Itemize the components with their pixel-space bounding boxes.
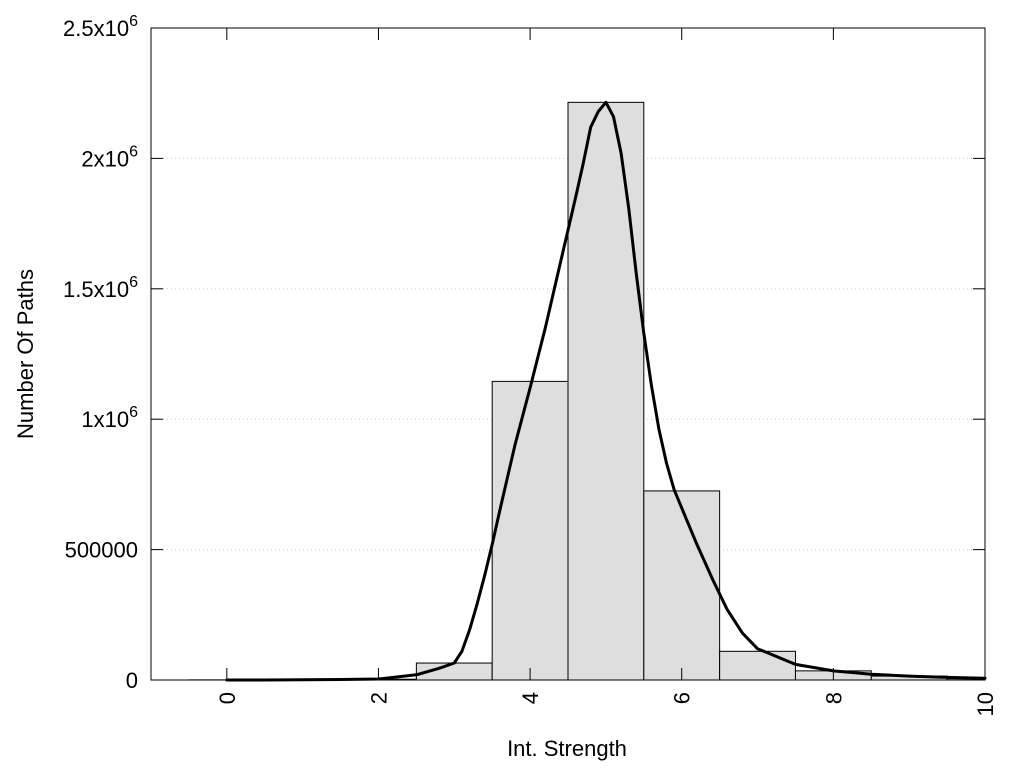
x-tick-label-5: 10 xyxy=(973,692,998,716)
axis-ticks xyxy=(151,27,986,681)
x-tick-label-1: 2 xyxy=(366,692,391,704)
y-tick-label-base: 2x10 xyxy=(81,146,129,171)
x-axis-title: Int. Strength xyxy=(507,736,627,761)
x-tick-label-2: 4 xyxy=(518,692,543,704)
bar-series xyxy=(188,101,986,681)
y-tick-label-3: 1.5x106 xyxy=(63,274,138,302)
fit-curve-series xyxy=(225,100,987,682)
y-tick-label-exponent: 6 xyxy=(129,274,138,291)
bar-7 xyxy=(719,650,796,681)
y-tick-label-base: 1.5x10 xyxy=(63,277,129,302)
y-tick-label-2: 1x106 xyxy=(81,404,138,432)
y-tick-label-5: 2.5x106 xyxy=(63,13,138,41)
y-tick-label-exponent: 6 xyxy=(129,13,138,30)
y-tick-label-exponent: 6 xyxy=(129,404,138,421)
y-tick-label-base: 0 xyxy=(126,668,138,693)
y-tick-label-4: 2x106 xyxy=(81,143,138,171)
y-tick-label-1: 500000 xyxy=(65,538,138,563)
x-tick-label-4: 8 xyxy=(821,692,846,704)
y-tick-label-base: 2.5x10 xyxy=(63,16,129,41)
y-tick-label-base: 1x10 xyxy=(81,407,129,432)
y-axis-title: Number Of Paths xyxy=(13,269,38,439)
bar-4 xyxy=(491,380,569,681)
y-tick-label-exponent: 6 xyxy=(129,143,138,160)
x-tick-labels: 0 2 4 6 8 10 xyxy=(215,692,998,716)
x-tick-label-0: 0 xyxy=(215,692,240,704)
bar-5 xyxy=(567,101,645,681)
y-tick-label-base: 500000 xyxy=(65,538,138,563)
x-tick-label-3: 6 xyxy=(670,692,695,704)
fit-curve-line xyxy=(225,100,987,682)
plot-frame xyxy=(150,27,986,681)
y-tick-label-0: 0 xyxy=(126,668,138,693)
bar-6 xyxy=(643,490,721,681)
